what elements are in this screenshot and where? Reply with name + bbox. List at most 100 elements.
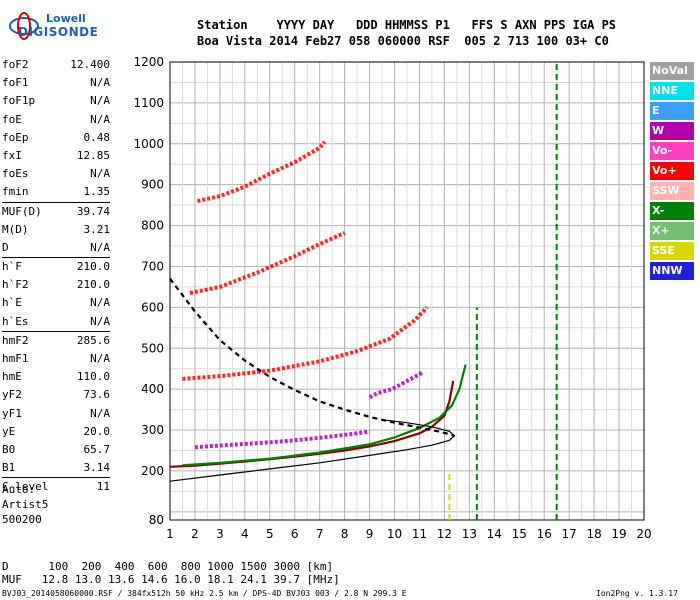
trace-profile bbox=[169, 419, 456, 482]
param-value: 210.0 bbox=[76, 260, 110, 274]
legend-item: NNW bbox=[650, 262, 694, 280]
param-value: 73.6 bbox=[83, 388, 111, 402]
param-row: foEp 0.48 bbox=[2, 129, 110, 147]
param-row: MUF(D) 39.74 bbox=[2, 201, 110, 221]
echo-band bbox=[194, 429, 370, 450]
y-tick-label: 800 bbox=[141, 219, 164, 233]
echo-band bbox=[368, 371, 423, 400]
auto-info: Auto: Artist5 500200 bbox=[2, 482, 48, 527]
param-row: hmF1 N/A bbox=[2, 350, 110, 368]
header-labels: Station YYYY DAY DDD HHMMSS P1 FFS S AXN… bbox=[197, 18, 617, 32]
x-tick-label: 16 bbox=[537, 527, 552, 541]
param-value: 3.14 bbox=[83, 461, 111, 475]
x-tick-label: 14 bbox=[487, 527, 502, 541]
footer-d-line: D 100 200 400 600 800 1000 1500 3000 [km… bbox=[2, 560, 334, 573]
param-row: h`F 210.0 bbox=[2, 257, 110, 276]
param-value: N/A bbox=[90, 314, 110, 328]
param-name: yE bbox=[2, 424, 16, 438]
polarization-legend: NoVal NNE E W Vo- Vo+ SSW X- X+ SSE NNW bbox=[650, 62, 694, 282]
x-tick-label: 5 bbox=[266, 527, 274, 541]
x-tick-label: 10 bbox=[387, 527, 402, 541]
param-value: 20.0 bbox=[83, 424, 111, 438]
y-tick-label: 1000 bbox=[133, 137, 164, 151]
x-tick-label: 8 bbox=[341, 527, 349, 541]
digisonde-logo: Lowell DIGISONDE bbox=[6, 8, 116, 48]
param-value: N/A bbox=[90, 167, 110, 181]
param-name: fxI bbox=[2, 148, 22, 162]
param-name: h`E bbox=[2, 296, 22, 310]
param-name: hmE bbox=[2, 370, 22, 384]
echo-band bbox=[189, 231, 346, 295]
y-tick-label: 80 bbox=[149, 513, 164, 527]
param-name: B1 bbox=[2, 461, 16, 475]
param-value: 12.400 bbox=[70, 58, 110, 71]
y-tick-label: 400 bbox=[141, 382, 164, 396]
param-value: 65.7 bbox=[83, 442, 111, 456]
footer-file-line: BVJ03_2014058060000.RSF / 384fx512h 50 k… bbox=[2, 589, 407, 598]
param-value: 39.74 bbox=[76, 204, 110, 218]
x-tick-label: 13 bbox=[462, 527, 477, 541]
echo-band bbox=[196, 140, 327, 203]
legend-item: X- bbox=[650, 202, 694, 220]
param-name: D bbox=[2, 240, 9, 254]
y-tick-label: 1100 bbox=[133, 96, 164, 110]
auto-label: Auto: bbox=[2, 483, 36, 496]
param-name: foF1 bbox=[2, 76, 29, 90]
logo-line2: DIGISONDE bbox=[18, 25, 99, 39]
param-value: N/A bbox=[90, 76, 110, 90]
logo-globe-icon bbox=[9, 12, 39, 40]
param-row: hmF2 285.6 bbox=[2, 330, 110, 350]
param-row: M(D) 3.21 bbox=[2, 221, 110, 239]
trace-x-trace bbox=[182, 364, 467, 467]
param-value: 12.85 bbox=[76, 148, 110, 162]
x-tick-label: 1 bbox=[166, 527, 174, 541]
y-tick-label: 500 bbox=[141, 341, 164, 355]
y-tick-label: 600 bbox=[141, 300, 164, 314]
param-name: yF1 bbox=[2, 406, 22, 420]
param-name: hmF1 bbox=[2, 352, 29, 365]
param-name: MUF(D) bbox=[2, 204, 42, 218]
y-tick-label: 900 bbox=[141, 178, 164, 192]
param-value: N/A bbox=[90, 296, 110, 310]
legend-item: NoVal bbox=[650, 62, 694, 80]
parameter-table: foF2 12.400 foF1 N/A foF1p N/A foE N/A foEp 0.48 f… bbox=[2, 56, 110, 497]
param-row: h`E N/A bbox=[2, 294, 110, 312]
param-row: yE 20.0 bbox=[2, 423, 110, 441]
x-tick-label: 17 bbox=[562, 527, 577, 541]
param-row: yF1 N/A bbox=[2, 405, 110, 423]
param-row: h`Es N/A bbox=[2, 313, 110, 331]
legend-item: Vo+ bbox=[650, 162, 694, 180]
param-value: 1.35 bbox=[83, 185, 111, 199]
param-row: fmin 1.35 bbox=[2, 183, 110, 201]
x-tick-label: 2 bbox=[191, 527, 199, 541]
plot-frame bbox=[169, 61, 645, 521]
legend-item: SSW bbox=[650, 182, 694, 200]
param-row: foF2 12.400 bbox=[2, 56, 110, 74]
y-tick-label: 1200 bbox=[133, 55, 164, 69]
param-value: 0.48 bbox=[83, 130, 111, 144]
param-row: D N/A bbox=[2, 239, 110, 257]
echo-band bbox=[182, 306, 429, 381]
auto-code: 500200 bbox=[2, 513, 42, 526]
param-name: foEp bbox=[2, 130, 29, 144]
legend-item: X+ bbox=[650, 222, 694, 240]
param-name: foEs bbox=[2, 167, 29, 181]
param-row: foF1p N/A bbox=[2, 92, 110, 110]
y-tick-label: 200 bbox=[141, 464, 164, 478]
legend-item: NNE bbox=[650, 82, 694, 100]
param-value: N/A bbox=[90, 352, 110, 365]
param-name: h`F bbox=[2, 260, 22, 274]
ionogram-plot: 1 2 3 4 5 6 7 8 9 10 11 12 13 14 15 16 17 18 19 20802003004… bbox=[133, 55, 651, 541]
x-tick-label: 11 bbox=[412, 527, 427, 541]
header-values: Boa Vista 2014 Feb27 058 060000 RSF 005 … bbox=[197, 34, 609, 48]
param-name: h`Es bbox=[2, 314, 29, 328]
param-row: B0 65.7 bbox=[2, 441, 110, 459]
param-row: B1 3.14 bbox=[2, 459, 110, 477]
param-row: h`F2 210.0 bbox=[2, 276, 110, 294]
x-tick-label: 3 bbox=[216, 527, 224, 541]
legend-item: E bbox=[650, 102, 694, 120]
legend-item: Vo- bbox=[650, 142, 694, 160]
param-name: hmF2 bbox=[2, 333, 29, 347]
param-name: B0 bbox=[2, 442, 16, 456]
y-tick-label: 300 bbox=[141, 423, 164, 437]
